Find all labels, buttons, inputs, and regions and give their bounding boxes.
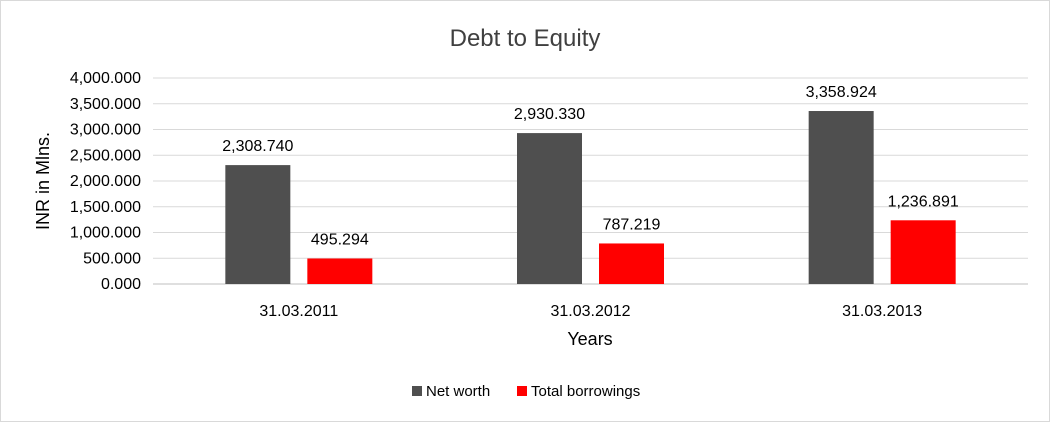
data-label: 787.219 [603, 216, 661, 233]
y-tick-label: 3,000.000 [70, 122, 141, 139]
x-category-label: 31.03.2013 [842, 303, 922, 320]
bar [517, 133, 582, 284]
bar [307, 258, 373, 284]
y-tick-label: 4,000.000 [70, 70, 141, 87]
legend-label: Total borrowings [531, 383, 640, 400]
legend: Net worth Total borrowings [412, 383, 640, 400]
x-axis-categories: 31.03.2011 31.03.2012 31.03.2013 [259, 303, 922, 320]
x-axis-title: Years [567, 329, 612, 349]
data-label: 2,308.740 [222, 138, 293, 155]
chart-title: Debt to Equity [450, 25, 601, 52]
data-label: 2,930.330 [514, 106, 585, 123]
data-labels: 2,308.740 495.294 2,930.330 787.219 3,358.92… [222, 84, 959, 248]
bar [890, 220, 956, 284]
y-axis-title: INR in Mlns. [33, 132, 53, 230]
y-tick-label: 1,500.000 [70, 199, 141, 216]
y-tick-label: 3,500.000 [70, 96, 141, 113]
legend-swatch [517, 386, 527, 396]
bars [225, 111, 956, 284]
y-tick-label: 0.000 [101, 276, 141, 293]
data-label: 1,236.891 [888, 193, 959, 210]
data-label: 3,358.924 [806, 84, 877, 101]
bar [225, 165, 291, 284]
y-tick-label: 2,500.000 [70, 147, 141, 164]
x-category-label: 31.03.2012 [550, 303, 630, 320]
legend-swatch [412, 386, 422, 396]
y-tick-label: 500.000 [83, 250, 141, 267]
legend-label: Net worth [426, 383, 490, 400]
y-tick-label: 2,000.000 [70, 173, 141, 190]
x-category-label: 31.03.2011 [259, 303, 338, 320]
bar [808, 111, 874, 284]
y-axis-ticks: 0.000 500.000 1,000.000 1,500.000 2,000.000 2… [70, 70, 141, 293]
data-label: 495.294 [311, 231, 369, 248]
y-tick-label: 1,000.000 [70, 225, 141, 242]
bar [599, 243, 664, 284]
gridlines [153, 77, 1028, 285]
